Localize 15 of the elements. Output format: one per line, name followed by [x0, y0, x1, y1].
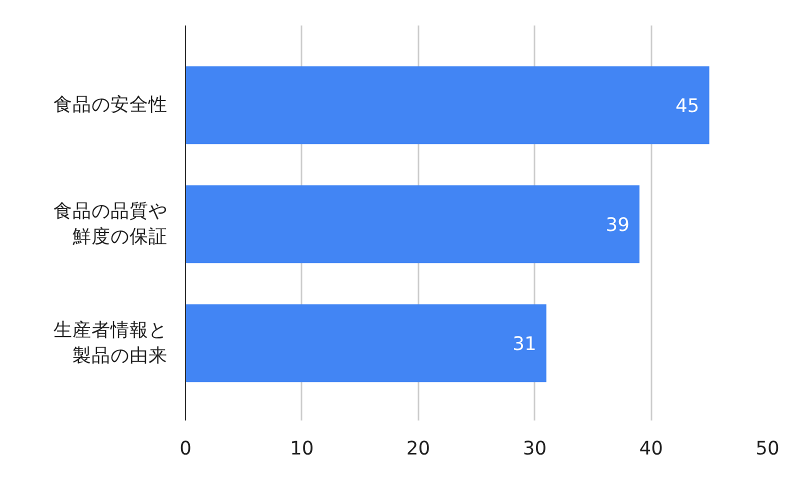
x-tick-label: 30 [522, 438, 547, 460]
bar [186, 304, 546, 382]
y-tick-label: 食品の品質や鮮度の保証 [54, 201, 168, 248]
bar [186, 185, 640, 264]
y-tick-label: 生産者情報と製品の由来 [54, 319, 168, 366]
x-tick-label: 10 [290, 438, 314, 460]
data-label: 45 [676, 96, 700, 118]
data-label: 31 [512, 334, 536, 356]
x-tick-label: 0 [180, 438, 192, 460]
x-tick-label: 20 [406, 438, 430, 460]
data-label: 39 [606, 215, 630, 236]
x-tick-label: 50 [756, 438, 780, 460]
x-tick-label: 40 [639, 438, 663, 460]
bar [186, 66, 710, 144]
y-tick-label: 食品の安全性 [54, 94, 168, 116]
